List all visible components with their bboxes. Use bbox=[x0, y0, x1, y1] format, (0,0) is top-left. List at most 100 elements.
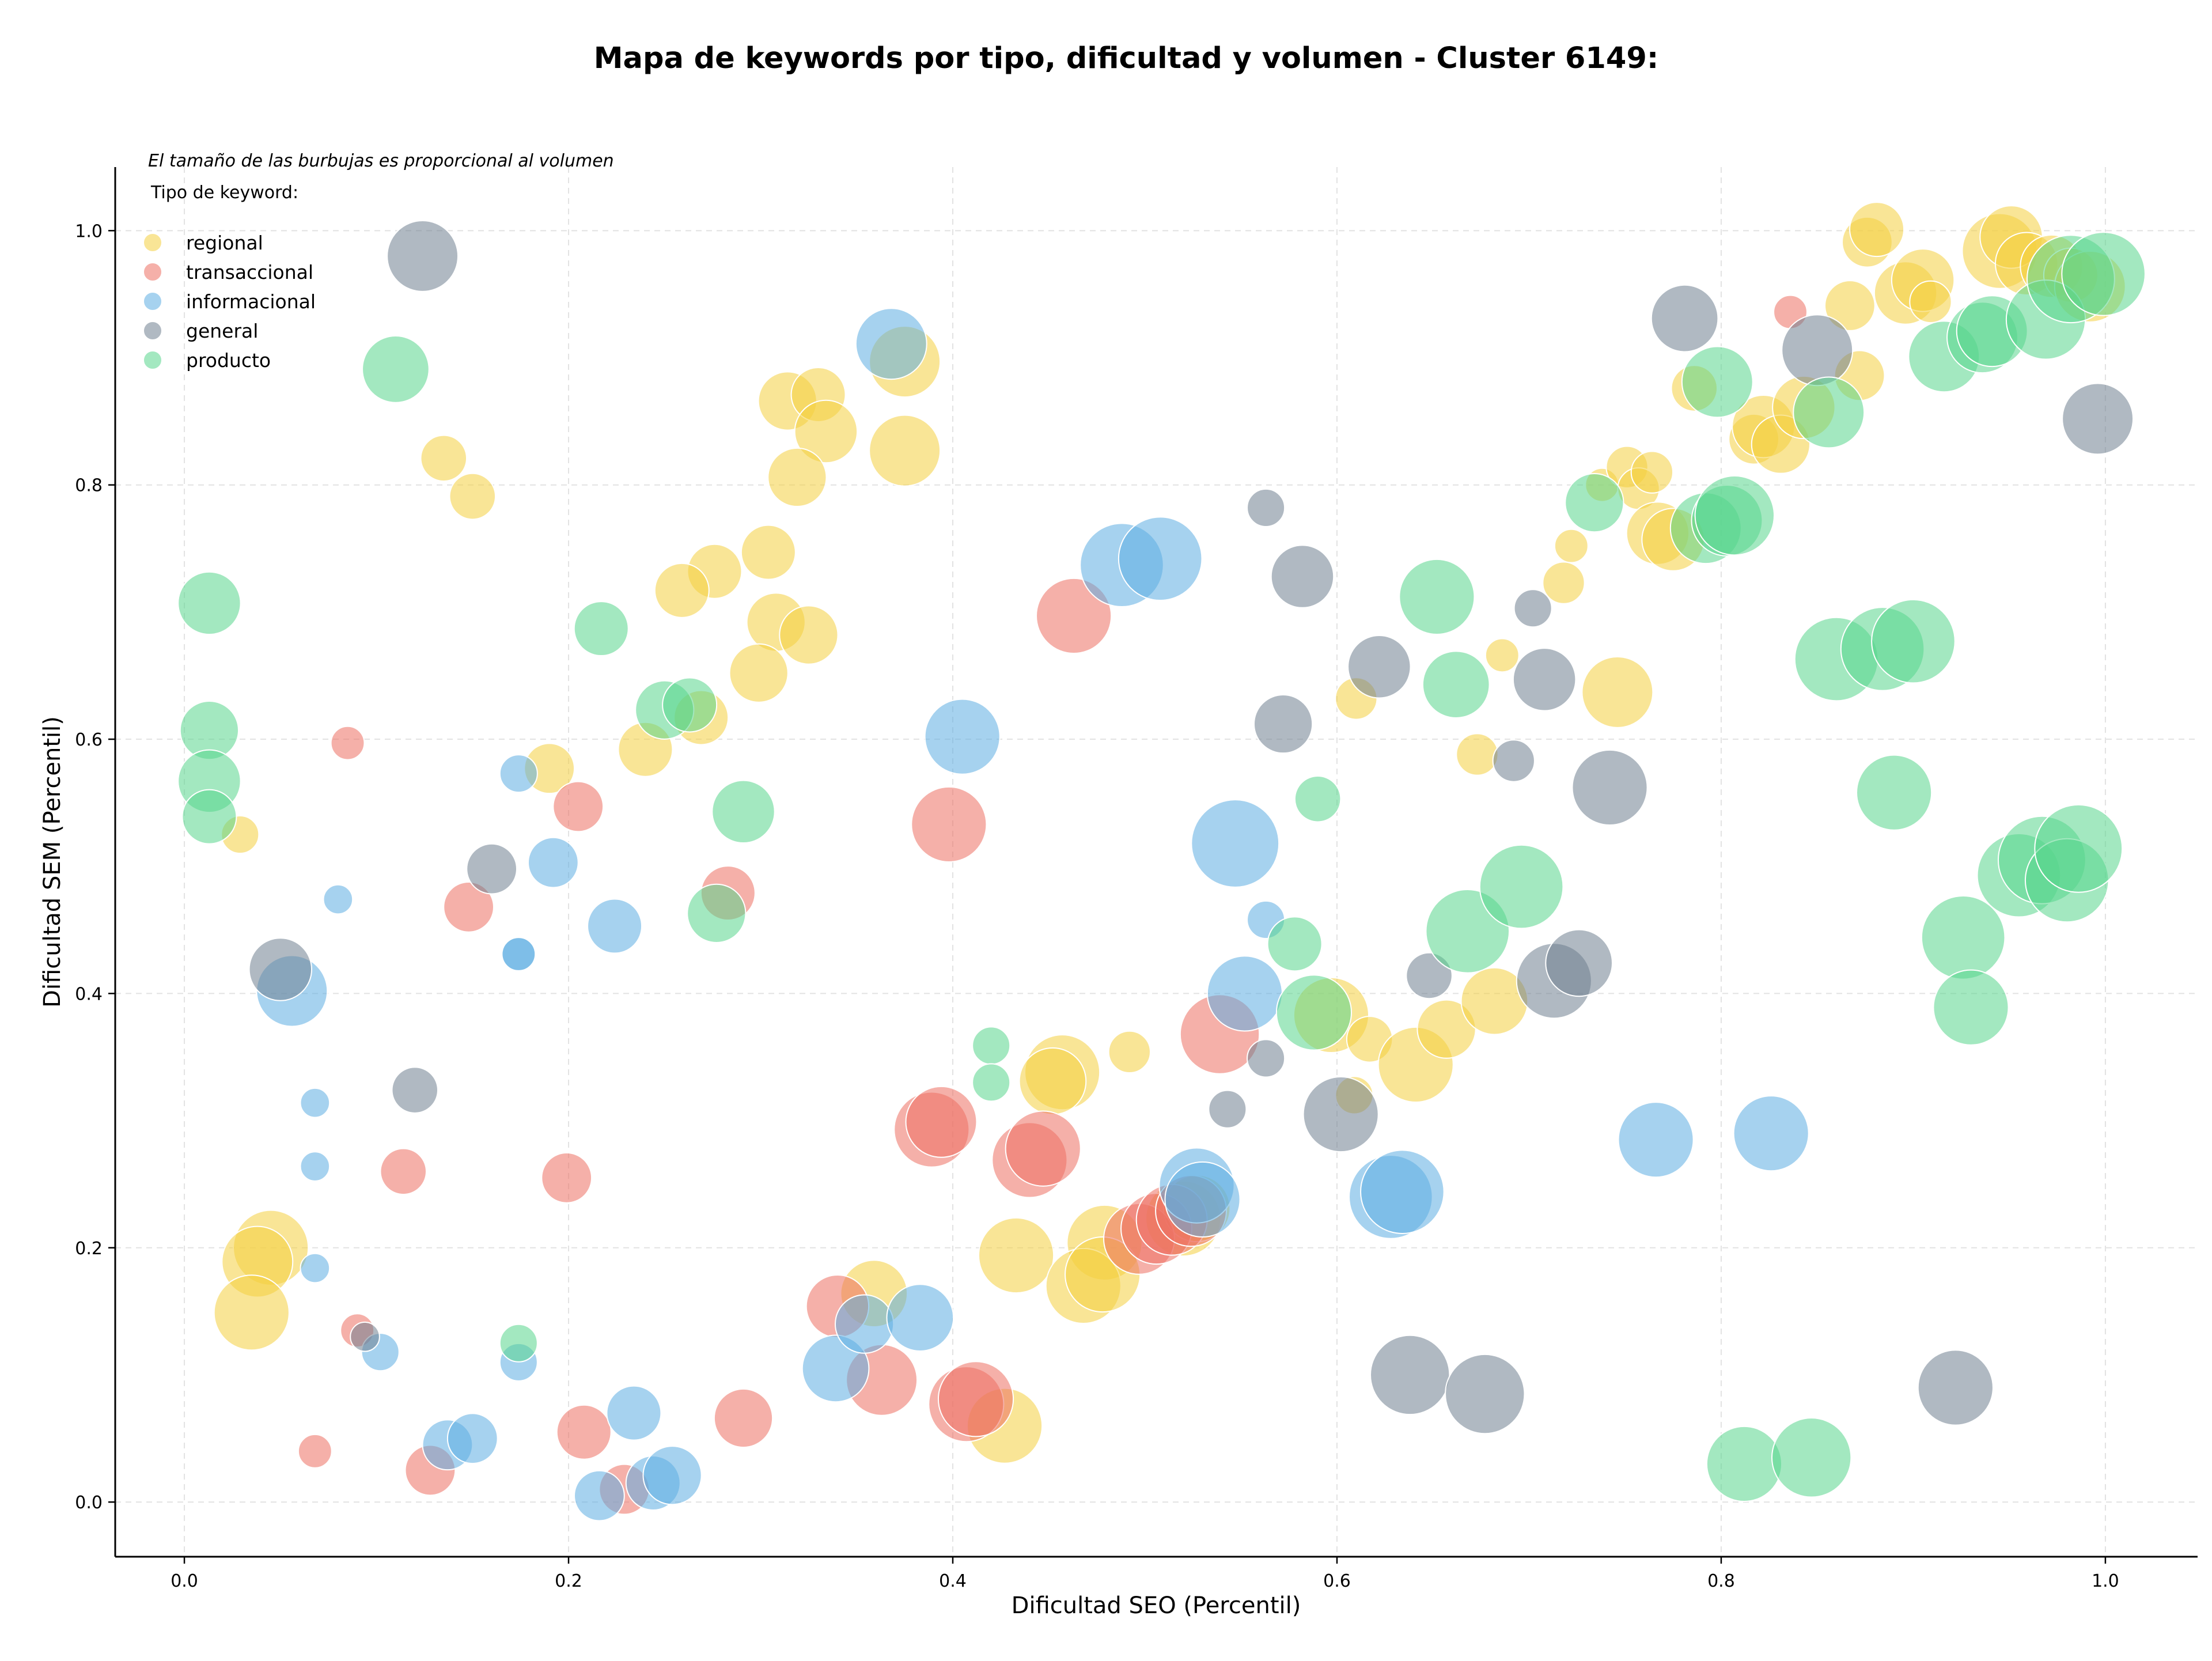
legend-marker-producto bbox=[143, 350, 162, 370]
bubble-general bbox=[1370, 1334, 1450, 1416]
bubble-informacional bbox=[834, 1294, 895, 1354]
bubble-general bbox=[1513, 589, 1552, 628]
bubble-producto bbox=[1399, 558, 1475, 635]
bubble-producto bbox=[1267, 916, 1323, 972]
bubble-regional bbox=[1542, 561, 1585, 604]
y-axis-label: Dificultad SEM (Percentil) bbox=[39, 716, 66, 1008]
bubble-regional bbox=[1018, 1047, 1087, 1115]
bubble-regional bbox=[978, 1217, 1055, 1294]
bubble-producto bbox=[573, 601, 629, 657]
bubble-transaccional bbox=[380, 1148, 427, 1195]
y-tick-label: 0.4 bbox=[75, 984, 103, 1004]
bubble-informacional bbox=[527, 837, 579, 888]
bubble-informacional bbox=[801, 1334, 870, 1403]
bubble-general bbox=[1270, 544, 1335, 608]
bubble-regional bbox=[779, 605, 839, 665]
bubble-informacional bbox=[606, 1385, 662, 1441]
bubble-general bbox=[1406, 952, 1453, 1000]
legend-label-informacional: informacional bbox=[186, 290, 316, 313]
bubble-informacional bbox=[1164, 1161, 1241, 1238]
bubble-general bbox=[1247, 488, 1286, 527]
bubble-regional bbox=[1849, 202, 1905, 258]
bubble-transaccional bbox=[1036, 577, 1112, 654]
bubble-regional bbox=[449, 472, 497, 520]
bubble-regional bbox=[729, 643, 789, 703]
bubble-general bbox=[1445, 1353, 1525, 1435]
bubble-informacional bbox=[1118, 516, 1203, 601]
bubble-regional bbox=[1484, 638, 1520, 673]
bubble-transaccional bbox=[552, 781, 604, 833]
bubble-producto bbox=[687, 883, 747, 943]
x-tick-label: 0.0 bbox=[171, 1571, 198, 1591]
bubble-informacional bbox=[855, 308, 927, 380]
bubble-producto bbox=[1871, 599, 1956, 684]
bubble-regional bbox=[740, 524, 796, 580]
x-tick-label: 0.6 bbox=[1323, 1571, 1351, 1591]
bubble-informacional bbox=[1618, 1102, 1694, 1178]
bubble-informacional bbox=[886, 1284, 955, 1352]
bubble-informacional bbox=[446, 1413, 498, 1465]
legend-marker-general bbox=[143, 321, 162, 340]
bubble-informacional bbox=[587, 898, 643, 954]
bubble-producto bbox=[1565, 472, 1624, 533]
bubble-transaccional bbox=[556, 1404, 612, 1460]
bubble-informacional bbox=[323, 884, 354, 915]
x-tick-label: 0.4 bbox=[939, 1571, 967, 1591]
legend-marker-transaccional bbox=[143, 262, 162, 282]
bubble-general bbox=[1247, 1039, 1286, 1078]
bubble-transaccional bbox=[911, 786, 987, 862]
bubble-transaccional bbox=[330, 725, 365, 760]
bubble-regional bbox=[1554, 528, 1589, 563]
bubble-regional bbox=[420, 434, 468, 482]
bubble-general bbox=[2062, 383, 2134, 455]
bubble-producto bbox=[181, 789, 237, 845]
y-tick-label: 0.0 bbox=[75, 1493, 103, 1513]
bubble-transaccional bbox=[937, 1361, 1014, 1437]
x-tick-label: 0.8 bbox=[1707, 1571, 1735, 1591]
x-axis-label: Dificultad SEO (Percentil) bbox=[1012, 1592, 1301, 1619]
y-tick-label: 0.6 bbox=[75, 730, 103, 750]
bubble-general bbox=[466, 843, 518, 895]
bubble-transaccional bbox=[297, 1433, 332, 1469]
chart-title: Mapa de keywords por tipo, dificultad y … bbox=[594, 41, 1658, 75]
bubble-general bbox=[1302, 1076, 1379, 1153]
bubble-producto bbox=[1479, 844, 1564, 929]
bubble-producto bbox=[1771, 1417, 1852, 1498]
bubble-producto bbox=[2034, 804, 2123, 893]
bubble-producto bbox=[1921, 895, 2006, 980]
bubble-informacional bbox=[924, 698, 1001, 775]
bubble-producto bbox=[1793, 376, 1865, 449]
legend-label-general: general bbox=[186, 320, 258, 342]
bubble-informacional bbox=[1733, 1095, 1809, 1172]
bubble-producto bbox=[1422, 650, 1490, 718]
bubble-producto bbox=[1681, 346, 1753, 418]
bubble-informacional bbox=[1206, 955, 1283, 1032]
bubble-producto bbox=[499, 1323, 538, 1363]
bubble-general bbox=[1917, 1349, 1994, 1426]
bubble-producto bbox=[1294, 775, 1342, 823]
bubble-regional bbox=[767, 447, 827, 508]
bubble-producto bbox=[1694, 475, 1775, 556]
series-producto bbox=[177, 232, 2146, 1502]
bubble-informacional bbox=[300, 1253, 331, 1284]
bubble-general bbox=[1571, 749, 1648, 826]
bubble-producto bbox=[1275, 974, 1353, 1051]
bubble-transaccional bbox=[713, 1388, 774, 1448]
bubble-general bbox=[1208, 1089, 1247, 1129]
bubble-regional bbox=[1824, 280, 1876, 331]
bubble-general bbox=[1492, 739, 1535, 782]
bubble-informacional bbox=[300, 1151, 331, 1182]
bubble-informacional bbox=[300, 1087, 331, 1118]
bubble-producto bbox=[972, 1026, 1011, 1065]
bubble-informacional bbox=[642, 1446, 702, 1505]
bubble-transaccional bbox=[1005, 1110, 1081, 1187]
bubble-informacional bbox=[1191, 799, 1280, 888]
bubble-transaccional bbox=[905, 1085, 978, 1158]
bubble-producto bbox=[1933, 969, 2009, 1046]
legend-marker-informacional bbox=[143, 292, 162, 311]
bubble-general bbox=[1347, 635, 1411, 699]
y-tick-label: 0.2 bbox=[75, 1239, 103, 1259]
y-tick-label: 1.0 bbox=[75, 221, 103, 241]
bubble-layer bbox=[177, 202, 2146, 1522]
